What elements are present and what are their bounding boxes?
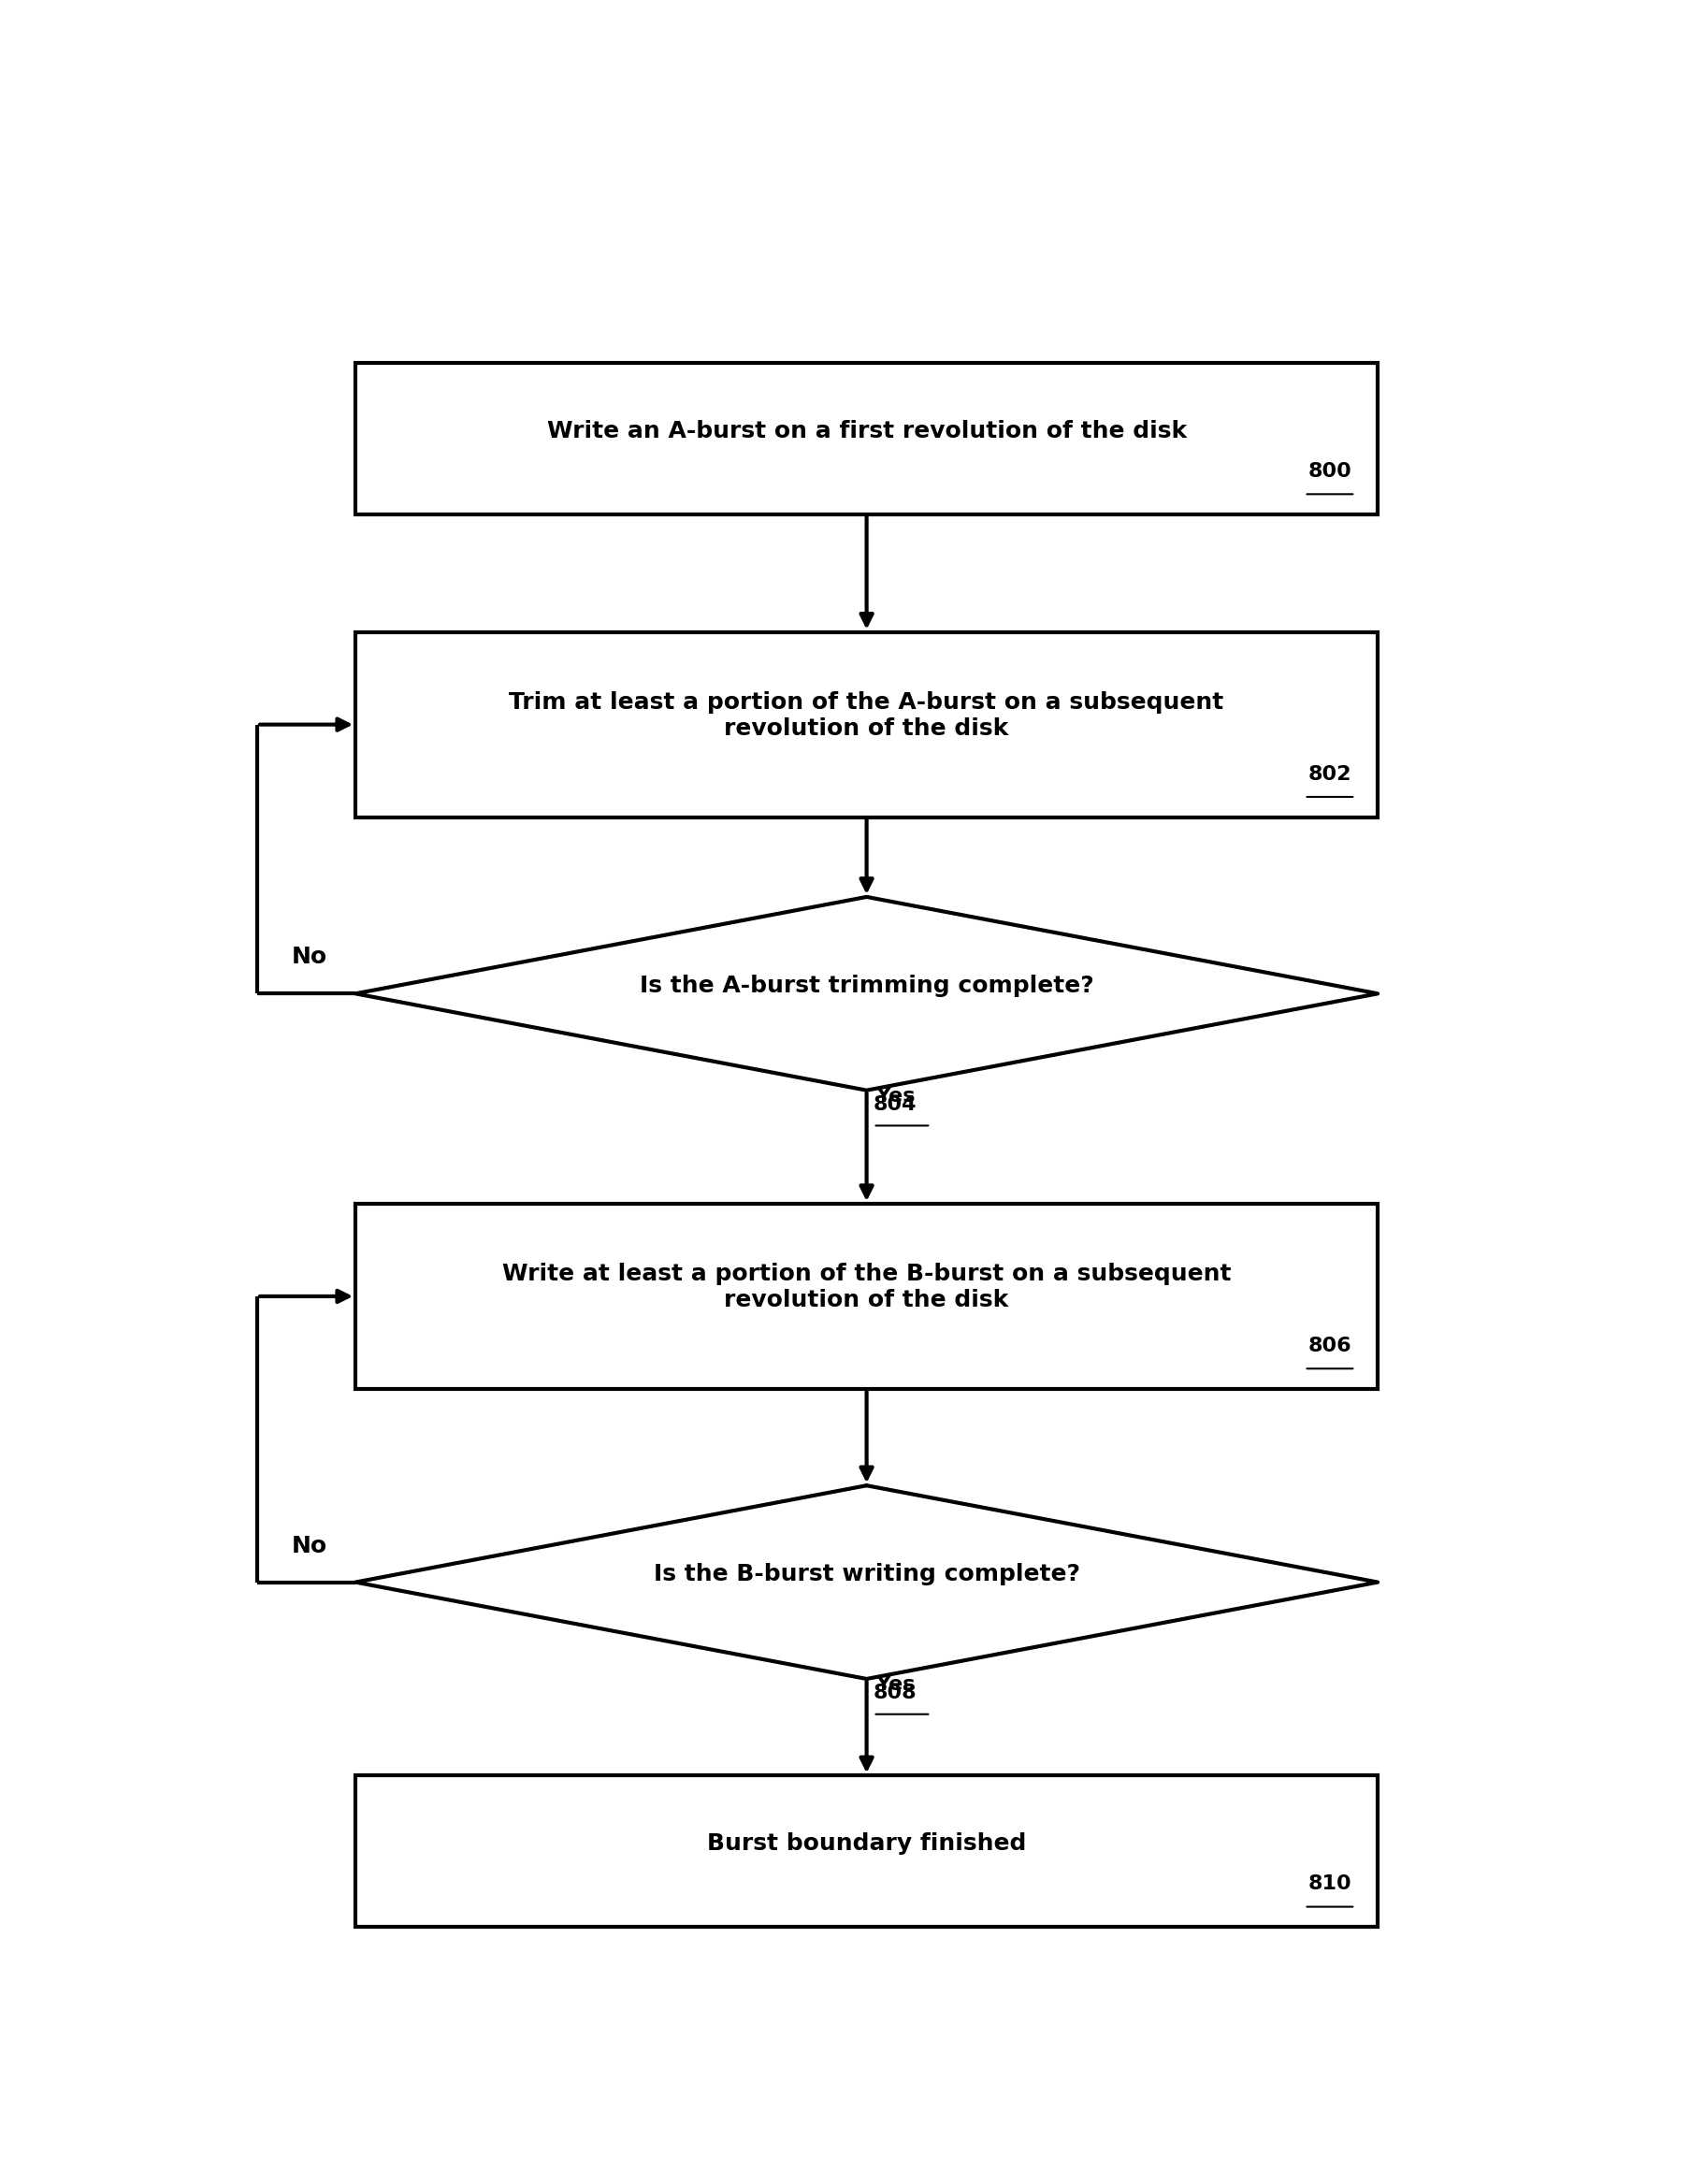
- Text: Burst boundary finished: Burst boundary finished: [706, 1832, 1026, 1854]
- Text: Write at least a portion of the B-burst on a subsequent
revolution of the disk: Write at least a portion of the B-burst …: [502, 1262, 1230, 1310]
- Text: 810: 810: [1306, 1874, 1350, 1894]
- Text: Yes: Yes: [875, 1675, 914, 1695]
- FancyBboxPatch shape: [355, 631, 1377, 817]
- Text: Trim at least a portion of the A-burst on a subsequent
revolution of the disk: Trim at least a portion of the A-burst o…: [509, 690, 1224, 740]
- Text: Is the A-burst trimming complete?: Is the A-burst trimming complete?: [639, 974, 1093, 998]
- FancyBboxPatch shape: [355, 363, 1377, 515]
- Text: Is the B-burst writing complete?: Is the B-burst writing complete?: [652, 1564, 1080, 1586]
- Text: Yes: Yes: [875, 1088, 914, 1105]
- Text: No: No: [292, 1535, 328, 1557]
- Polygon shape: [355, 1485, 1377, 1679]
- Polygon shape: [355, 898, 1377, 1090]
- Text: 808: 808: [872, 1684, 916, 1704]
- Text: Write an A-burst on a first revolution of the disk: Write an A-burst on a first revolution o…: [546, 419, 1186, 443]
- FancyBboxPatch shape: [355, 1776, 1377, 1926]
- Text: 800: 800: [1306, 463, 1350, 480]
- Text: 804: 804: [872, 1096, 916, 1114]
- FancyBboxPatch shape: [355, 1203, 1377, 1389]
- Text: No: No: [292, 946, 328, 968]
- Text: 806: 806: [1306, 1337, 1350, 1354]
- Text: 802: 802: [1308, 764, 1350, 784]
